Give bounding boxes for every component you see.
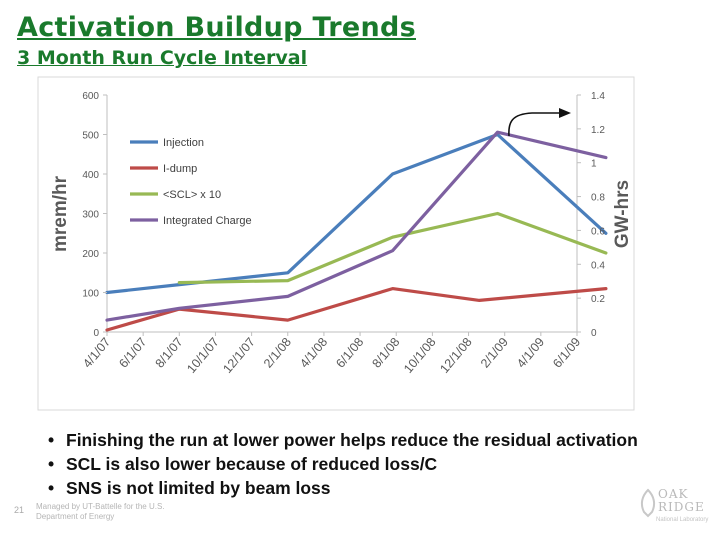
annotation-arrow-line (508, 112, 560, 137)
legend-label: I-dump (163, 163, 197, 175)
footer-text: Managed by UT-Battelle for the U.S. Depa… (36, 502, 165, 521)
y-tick-label: 300 (82, 210, 99, 221)
y2-tick-label: 0.4 (591, 260, 605, 271)
chart-legend: Injection I-dump <SCL> x 10 Integrated Char… (130, 137, 252, 227)
legend-label: Injection (163, 137, 204, 149)
chart-frame (37, 76, 635, 411)
chart-annotation (508, 108, 571, 137)
bullet-item: SNS is not limited by beam loss (48, 478, 688, 499)
line-chart: mrem/hr GW-hrs 0 100 200 300 400 500 600 0 0.2 0.4… (37, 76, 635, 411)
y-tick-label: 0 (93, 328, 99, 339)
legend-label: <SCL> x 10 (163, 189, 221, 201)
slide-number: 21 (14, 505, 25, 515)
chart-axes: mrem/hr GW-hrs (50, 95, 633, 333)
y2-tick-label: 1.2 (591, 125, 605, 136)
y-tick-label: 500 (82, 131, 99, 142)
slide-subtitle: 3 Month Run Cycle Interval (17, 47, 308, 69)
y2-tick-label: 0.6 (591, 226, 605, 237)
series-line-scl-x-10 (177, 211, 608, 285)
y-tick-label: 100 (82, 289, 99, 300)
y-tick-label: 600 (82, 91, 99, 102)
annotation-arrow-head (559, 108, 571, 118)
legend-label: Integrated Charge (163, 215, 252, 227)
y-axis-title: mrem/hr (50, 175, 71, 252)
y2-tick-label: 0 (591, 328, 597, 339)
series-line-i-dump (105, 287, 608, 332)
oak-ridge-logo: OAK RIDGE National Laboratory (636, 487, 709, 532)
bullet-item: SCL is also lower because of reduced los… (48, 454, 688, 475)
y2-axis-title: GW-hrs (612, 180, 633, 248)
slide-title: Activation Buildup Trends (17, 12, 416, 43)
series-line-integrated-charge (105, 130, 608, 322)
series-line-injection (105, 132, 608, 295)
y2-tick-label: 0.2 (591, 294, 605, 305)
y-tick-label: 200 (82, 249, 99, 260)
y2-tick-label: 0.8 (591, 193, 605, 204)
logo-text: OAK RIDGE (658, 487, 705, 514)
bullet-list: Finishing the run at lower power helps r… (48, 430, 688, 502)
y2-tick-label: 1 (591, 159, 597, 170)
y2-tick-label: 1.4 (591, 91, 605, 102)
oak-leaf-icon (640, 488, 656, 518)
y-tick-label: 400 (82, 170, 99, 181)
bullet-item: Finishing the run at lower power helps r… (48, 430, 688, 451)
logo-subtext: National Laboratory (656, 517, 709, 523)
chart-series (105, 130, 608, 332)
